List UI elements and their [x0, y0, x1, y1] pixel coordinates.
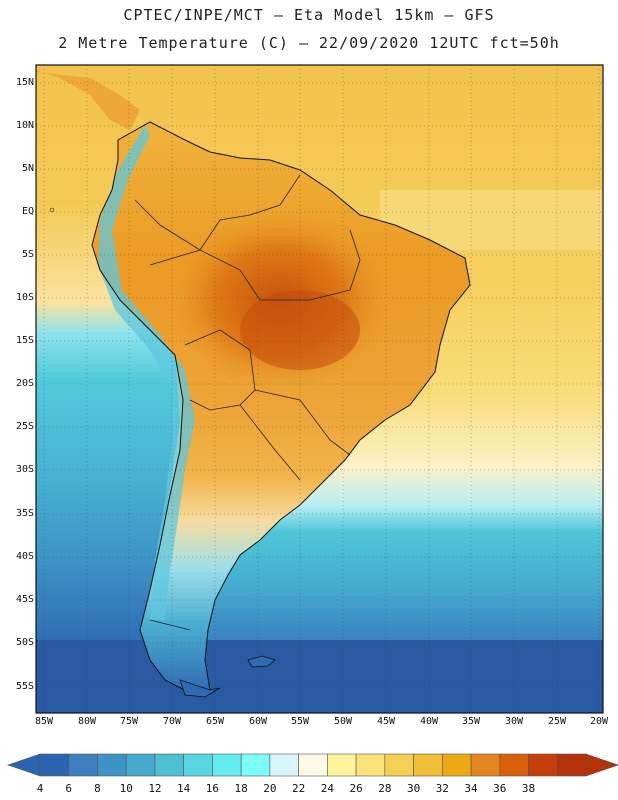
colorbar-swatch: [442, 753, 472, 777]
lat-label: 10S: [15, 292, 34, 303]
lat-label: 10N: [15, 120, 34, 131]
lat-label: 15S: [15, 335, 34, 346]
colorbar-swatch: [68, 753, 98, 777]
lon-label: 20W: [589, 716, 609, 727]
lat-label: 5S: [21, 249, 34, 260]
colorbar-tick-label: 4: [36, 782, 44, 795]
lat-label: 15N: [15, 77, 34, 88]
colorbar-tick-label: 6: [65, 782, 73, 795]
lat-label: 50S: [15, 637, 34, 648]
colorbar-swatch: [355, 753, 386, 777]
lon-label: 60W: [248, 716, 268, 727]
lat-label: 40S: [15, 551, 34, 562]
colorbar-swatch: [154, 753, 184, 777]
colorbar-swatch: [125, 753, 156, 777]
colorbar-tick-label: 30: [406, 782, 421, 795]
lon-label: 70W: [162, 716, 182, 727]
map-frame: [35, 64, 604, 714]
colorbar-swatch: [556, 753, 587, 777]
map-field: [36, 65, 603, 713]
country-borders: [134, 174, 361, 631]
lon-label: 25W: [547, 716, 567, 727]
lon-label: 55W: [290, 716, 310, 727]
colorbar-tick-label: 14: [177, 782, 191, 795]
colorbar-tick-label: 22: [292, 782, 306, 795]
colorbar-swatch: [97, 753, 127, 777]
colorbar-swatch: [327, 753, 357, 777]
map-title-line-1: CPTEC/INPE/MCT – Eta Model 15km – GFS: [123, 6, 495, 24]
lon-label: 45W: [376, 716, 396, 727]
colorbar-swatch: [413, 753, 443, 777]
colorbar-swatch: [39, 753, 70, 777]
colorbar-tick-label: 20: [263, 782, 277, 795]
lon-label: 85W: [34, 716, 54, 727]
lat-label: 45S: [15, 594, 34, 605]
colorbar-swatch: [269, 753, 299, 777]
colorbar-swatch: [183, 753, 213, 777]
colorbar-tick-label: 38: [521, 782, 536, 795]
lat-label: 35S: [15, 508, 34, 519]
colorbar-tick-label: 8: [94, 782, 101, 795]
colorbar-tick-label: 12: [148, 782, 162, 795]
coastline: [91, 121, 471, 694]
lon-label: 40W: [419, 716, 439, 727]
lon-label: 50W: [333, 716, 353, 727]
colorbar-tick-label: 16: [205, 782, 220, 795]
colorbar-swatch: [470, 753, 501, 777]
lon-label: 65W: [205, 716, 225, 727]
colorbar-tick-label: 10: [119, 782, 133, 795]
colorbar-tick-label: 34: [464, 782, 478, 795]
colorbar-swatch: [384, 753, 414, 777]
lat-label: 25S: [15, 421, 34, 432]
andes-cool-strip: [98, 125, 195, 620]
colorbar-tick-label: 26: [349, 782, 363, 795]
colorbar-tick-label: 24: [320, 782, 334, 795]
colorbar-arrow-low: [7, 753, 41, 777]
colorbar-swatch: [240, 753, 271, 777]
lon-label: 75W: [119, 716, 139, 727]
colorbar-swatch: [212, 753, 242, 777]
colorbar-swatch: [499, 753, 529, 777]
colorbar-swatch: [528, 753, 558, 777]
lon-label: 80W: [77, 716, 97, 727]
colorbar: [7, 753, 618, 777]
colorbar-tick-label: 28: [378, 782, 392, 795]
map-title-line-2: 2 Metre Temperature (C) – 22/09/2020 12U…: [58, 34, 560, 52]
lat-label: EQ: [21, 206, 34, 217]
lat-label: 20S: [15, 378, 34, 389]
lat-label: 30S: [15, 464, 34, 475]
lat-label: 55S: [15, 681, 34, 692]
colorbar-tick-label: 36: [493, 782, 507, 795]
lat-label: 5N: [21, 163, 34, 174]
colorbar-swatch: [298, 753, 328, 777]
colorbar-tick-label: 32: [435, 782, 449, 795]
lon-label: 30W: [504, 716, 524, 727]
colorbar-tick-label: 18: [234, 782, 248, 795]
lon-label: 35W: [461, 716, 481, 727]
colorbar-arrow-high: [585, 753, 618, 777]
graticule: [36, 65, 603, 713]
